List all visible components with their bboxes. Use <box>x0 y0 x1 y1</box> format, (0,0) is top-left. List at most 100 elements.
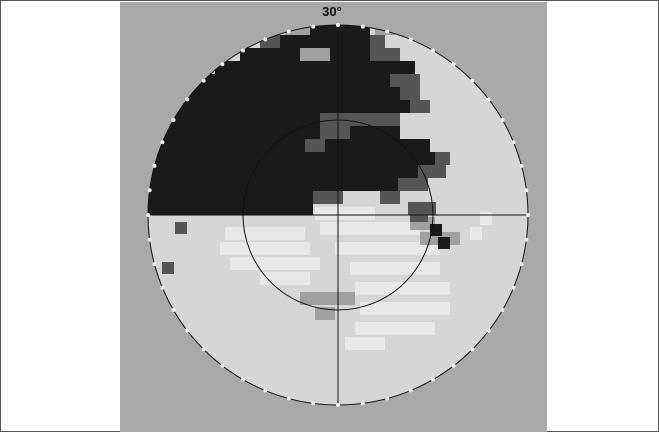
rim-dot <box>360 24 365 29</box>
defect-cell <box>155 126 400 139</box>
defect-cell <box>398 178 428 191</box>
patch-cell <box>305 139 325 152</box>
point-cell <box>162 262 174 274</box>
rim-dot <box>451 62 456 67</box>
rim-dot <box>511 285 516 290</box>
rim-dot <box>526 213 530 217</box>
visual-field-plot <box>146 23 530 407</box>
visual-field-panel: 30° <box>120 2 547 432</box>
rim-dot <box>511 140 516 145</box>
relative-cell <box>350 262 440 275</box>
rim-dot <box>171 308 176 312</box>
defect-cell <box>370 35 385 48</box>
rim-dot <box>220 363 225 368</box>
rim-dot <box>263 37 268 42</box>
defect-cell <box>410 100 430 113</box>
relative-cell <box>230 257 320 270</box>
relative-cell <box>360 302 450 315</box>
rim-dot <box>286 396 291 401</box>
defect-cell <box>265 35 385 48</box>
rim-dot <box>360 401 365 406</box>
rim-dot <box>241 377 245 382</box>
rim-dot <box>486 97 491 102</box>
relative-cell <box>260 272 310 285</box>
rim-dot <box>171 118 176 122</box>
rim-dot <box>519 163 524 168</box>
rim-dot <box>146 213 150 217</box>
rim-dot <box>263 388 268 393</box>
rim-dot <box>147 237 152 242</box>
defect-cell <box>150 152 435 165</box>
rim-dot <box>385 396 390 401</box>
rim-dot <box>311 401 316 406</box>
point-cell <box>430 224 442 236</box>
patch-cell <box>300 48 330 61</box>
defect-cell <box>313 191 343 204</box>
defect-cell <box>175 87 400 100</box>
defect-cell <box>370 48 400 61</box>
relative-cell <box>315 307 335 320</box>
rim-dot <box>152 163 157 168</box>
patch-cell <box>320 126 350 139</box>
patch-cell <box>285 25 310 35</box>
rim-dot <box>470 78 475 83</box>
rim-dot <box>408 37 413 42</box>
rim-dot <box>486 328 491 333</box>
relative-cell <box>220 242 310 255</box>
rim-dot <box>408 388 413 393</box>
rim-dot <box>500 308 505 312</box>
defect-cell <box>148 165 418 178</box>
rim-dot <box>147 188 152 193</box>
patch-cell <box>260 35 280 48</box>
inner-ring <box>242 119 434 311</box>
rim-dot <box>160 140 165 145</box>
rim-dots <box>146 23 530 407</box>
patch-cell <box>375 113 400 126</box>
rim-dot <box>519 262 524 267</box>
rim-dot <box>220 62 225 67</box>
defect-cell <box>148 191 313 204</box>
defect-cell <box>148 202 313 215</box>
relative-cell <box>225 227 305 240</box>
point-cell <box>410 210 428 222</box>
relative-cell <box>335 242 440 255</box>
rim-dot <box>385 29 390 34</box>
defect-cell <box>380 191 400 204</box>
rim-dot <box>201 78 206 83</box>
rim-dot <box>336 23 340 27</box>
defect-cell <box>418 165 446 178</box>
eccentricity-label: 30° <box>322 4 342 19</box>
rim-dot <box>152 262 157 267</box>
rim-dot <box>524 188 529 193</box>
relative-cell <box>300 292 355 305</box>
rim-dot <box>241 48 245 53</box>
defect-cell <box>320 113 380 126</box>
point-cell <box>438 237 450 249</box>
rim-dot <box>311 24 316 29</box>
defect-cell <box>400 87 420 100</box>
defect-cell <box>390 74 420 87</box>
rim-dot <box>160 285 165 290</box>
rim-dot <box>524 237 529 242</box>
rim-dot <box>431 377 435 382</box>
rim-dot <box>431 48 435 53</box>
rim-dot <box>451 363 456 368</box>
relative-cell <box>355 282 450 295</box>
defect-cell <box>155 139 430 152</box>
relative-cell <box>315 207 375 220</box>
relative-cell <box>345 337 385 350</box>
defect-cell <box>185 74 390 87</box>
rim-dot <box>336 403 340 407</box>
rim-dot <box>185 328 190 333</box>
rim-dot <box>185 97 190 102</box>
relative-cell <box>470 227 482 240</box>
defect-cell <box>165 100 410 113</box>
relative-cell <box>480 212 492 225</box>
defect-map <box>148 25 492 350</box>
rim-dot <box>470 347 475 352</box>
rim-dot <box>500 118 505 122</box>
defect-cell <box>215 61 415 74</box>
defect-cell <box>148 178 398 191</box>
rim-dot <box>201 347 206 352</box>
